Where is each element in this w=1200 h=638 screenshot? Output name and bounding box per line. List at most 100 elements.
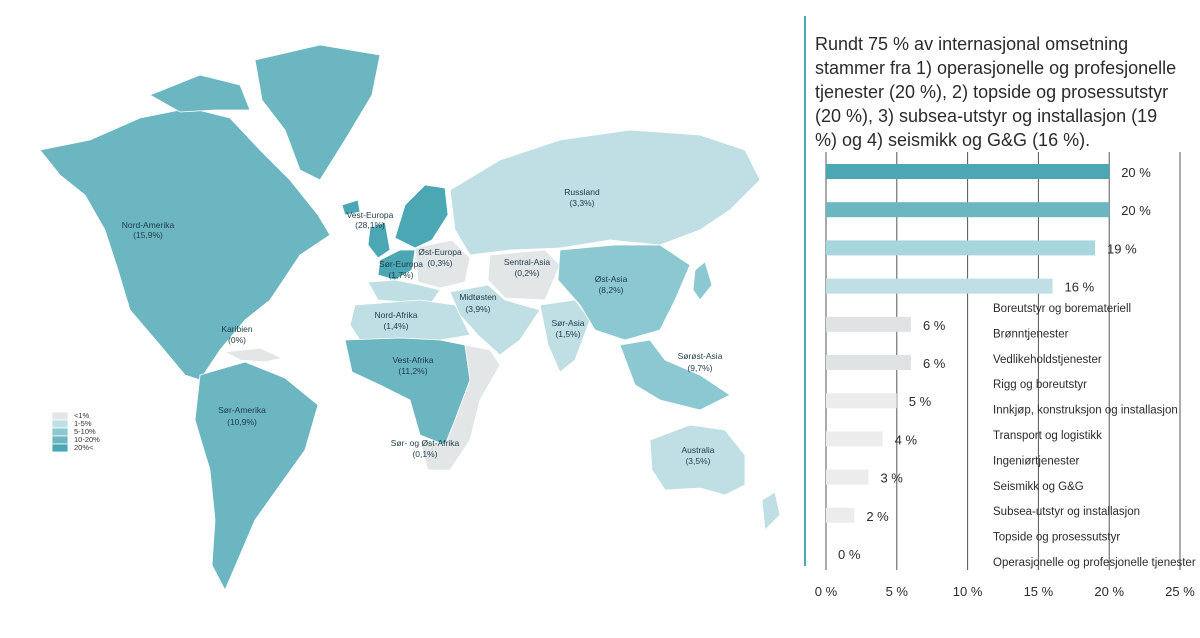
value-nord-amerika: (15,9%) — [133, 230, 163, 240]
category-label: Ingeniørtjenester — [993, 455, 1079, 467]
region-australia — [649, 424, 746, 496]
bar — [826, 278, 1053, 294]
value-nord-afrika: (1,4%) — [383, 321, 408, 331]
bar-value-label: 0 % — [838, 547, 861, 562]
category-label: Vedlikeholdstjenester — [993, 354, 1102, 366]
bar — [826, 202, 1110, 218]
category-label: Innkjøp, konstruksjon og installasjon — [993, 405, 1178, 417]
region-sorost-asia — [619, 339, 731, 411]
value-ost-asia: (8,2%) — [598, 285, 623, 295]
bar-value-label: 5 % — [909, 394, 932, 409]
label-midtosten: Midtøsten — [459, 292, 497, 302]
region-vest-europa — [394, 184, 449, 249]
label-nord-afrika: Nord-Afrika — [375, 310, 418, 320]
region-ost-europa — [414, 239, 471, 289]
category-label: Boreutstyr og boremateriell — [993, 303, 1131, 315]
chart-title: Rundt 75 % av internasjonal omsetning st… — [815, 34, 1177, 150]
label-ost-europa: Øst-Europa — [418, 247, 462, 257]
legend-label-20plus: 20%< — [74, 443, 94, 452]
region-sor-og-ost-afrika — [419, 344, 501, 471]
legend-label-lt1: <1% — [74, 411, 90, 420]
bar-chart-svg: 0 % 5 % 10 % 15 % 20 % 25 % 20 % 20 % 19 % 16 % 6 … — [815, 152, 1196, 599]
bar-value-label: 3 % — [880, 471, 903, 486]
value-sor-og-ost-afrika: (0,1%) — [412, 449, 437, 459]
x-tick-label: 15 % — [1024, 584, 1054, 599]
bar — [826, 164, 1110, 179]
label-sor-og-ost-afrika: Sør- og Øst-Afrika — [391, 438, 460, 448]
region-uk — [367, 221, 391, 259]
value-vest-afrika: (11,2%) — [398, 366, 427, 376]
panel-divider — [804, 16, 806, 566]
region-ost-asia — [557, 244, 691, 341]
category-label: Topside og prosessutstyr — [993, 532, 1120, 544]
value-sor-asia: (1,5%) — [555, 329, 580, 339]
value-ost-europa: (0,3%) — [427, 258, 452, 268]
label-vest-europa: Vest-Europa — [347, 210, 394, 220]
category-label: Seismikk og G&G — [993, 481, 1084, 493]
legend-label-1-5: 1-5% — [74, 419, 92, 428]
legend-label-10-20: 10-20% — [74, 435, 100, 444]
legend-swatch-lt1 — [51, 411, 69, 421]
bar-value-label: 2 % — [866, 509, 889, 524]
label-sor-europa: Sør-Europa — [379, 259, 423, 269]
x-tick-label: 5 % — [886, 584, 909, 599]
world-map-svg: Nord-Amerika (15,9%) Vest-Europa (28,1%)… — [39, 44, 781, 591]
bar — [826, 431, 883, 447]
world-map: Nord-Amerika (15,9%) Vest-Europa (28,1%)… — [39, 44, 781, 591]
x-tick-label: 0 % — [815, 584, 838, 599]
value-australia: (3,5%) — [685, 456, 710, 466]
label-sor-asia: Sør-Asia — [551, 318, 584, 328]
value-karibien: (0%) — [228, 335, 246, 345]
legend-label-5-10: 5-10% — [74, 427, 96, 436]
region-nord-amerika — [39, 107, 331, 381]
value-midtosten: (3,9%) — [465, 304, 490, 314]
x-tick-label: 20 % — [1094, 584, 1124, 599]
category-label: Rigg og boreutstyr — [993, 379, 1087, 391]
bar — [826, 393, 897, 409]
region-sor-amerika — [194, 361, 319, 591]
bar — [826, 507, 855, 523]
bar-chart: 0 % 5 % 10 % 15 % 20 % 25 % 20 % 20 % 19 % 16 % 6 … — [806, 140, 1200, 633]
region-karibien — [223, 347, 284, 363]
label-nord-amerika: Nord-Amerika — [122, 220, 175, 230]
label-ost-asia: Øst-Asia — [595, 274, 628, 284]
category-label: Operasjonelle og profesjonelle tjenester — [993, 557, 1196, 569]
bar-value-label: 19 % — [1107, 241, 1137, 256]
legend-swatch-5-10 — [51, 427, 69, 437]
value-sentral-asia: (0,2%) — [514, 268, 539, 278]
label-sor-amerika: Sør-Amerika — [218, 405, 266, 415]
region-sor-europa — [367, 279, 441, 306]
value-vest-europa: (28,1%) — [355, 220, 385, 230]
region-japan — [692, 261, 713, 301]
region-nord-afrika — [349, 299, 471, 341]
region-russland — [449, 129, 761, 256]
region-iceland — [341, 199, 361, 216]
bar — [826, 469, 869, 485]
bar — [826, 316, 911, 332]
bar-value-label: 16 % — [1065, 280, 1095, 295]
map-legend: <1% 1-5% 5-10% 10-20% 20%< — [51, 411, 100, 453]
region-new-zealand — [761, 491, 781, 531]
bar-value-label: 4 % — [895, 432, 918, 447]
bar-value-label: 20 % — [1121, 203, 1151, 218]
region-nord-amerika-arctic — [149, 74, 251, 113]
category-label: Transport og logistikk — [993, 430, 1102, 442]
bar-value-label: 6 % — [923, 356, 946, 371]
bar-value-label: 6 % — [923, 318, 946, 333]
bar-value-label: 20 % — [1121, 165, 1151, 180]
legend-swatch-1-5 — [51, 419, 69, 429]
label-sorost-asia: Sørøst-Asia — [678, 351, 723, 361]
region-labels: Nord-Amerika (15,9%) Vest-Europa (28,1%)… — [122, 187, 723, 466]
label-karibien: Karibien — [221, 324, 252, 334]
label-vest-afrika: Vest-Afrika — [392, 355, 433, 365]
value-sor-amerika: (10,9%) — [227, 417, 257, 427]
region-sor-asia — [539, 299, 591, 373]
label-russland: Russland — [564, 187, 600, 197]
label-sentral-asia: Sentral-Asia — [504, 257, 551, 267]
x-tick-label: 25 % — [1165, 584, 1195, 599]
region-greenland — [254, 44, 381, 181]
bar — [826, 355, 911, 370]
value-sorost-asia: (9,7%) — [687, 363, 712, 373]
value-russland: (3,3%) — [569, 198, 594, 208]
x-tick-label: 10 % — [953, 584, 983, 599]
